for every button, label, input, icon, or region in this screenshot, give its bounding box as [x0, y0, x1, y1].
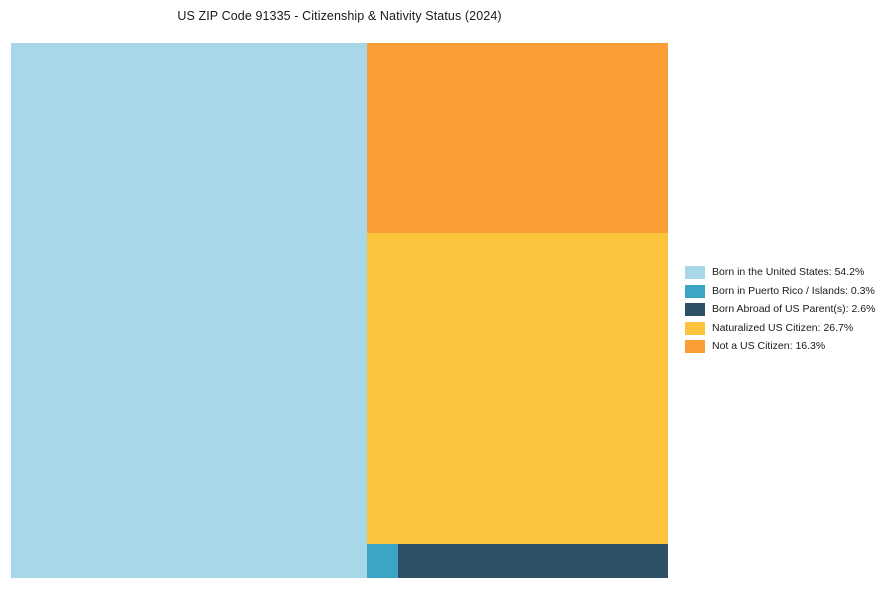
- legend-swatch: [685, 340, 705, 353]
- treemap-segment-born-in-us[interactable]: [11, 43, 367, 578]
- treemap-right-column: [366, 43, 668, 578]
- treemap-segment-naturalized-us-citizen[interactable]: [366, 232, 668, 545]
- treemap-chart: [11, 43, 668, 578]
- legend-label: Born Abroad of US Parent(s): 2.6%: [712, 303, 876, 315]
- legend-item[interactable]: Naturalized US Citizen: 26.7%: [685, 321, 875, 335]
- legend-item[interactable]: Born Abroad of US Parent(s): 2.6%: [685, 303, 875, 316]
- legend: Born in the United States: 54.2% Born in …: [685, 266, 875, 353]
- legend-item[interactable]: Born in Puerto Rico / Islands: 0.3%: [685, 284, 875, 298]
- legend-swatch: [685, 303, 705, 316]
- legend-label: Not a US Citizen: 16.3%: [712, 340, 826, 352]
- treemap-segment-not-a-us-citizen[interactable]: [366, 43, 668, 233]
- legend-swatch: [685, 266, 705, 279]
- legend-label: Born in Puerto Rico / Islands: 0.3%: [712, 284, 875, 297]
- legend-swatch: [685, 284, 705, 298]
- legend-label: Born in the United States: 54.2%: [712, 266, 865, 278]
- legend-item[interactable]: Not a US Citizen: 16.3%: [685, 340, 875, 353]
- chart-title: US ZIP Code 91335 - Citizenship & Nativi…: [177, 9, 502, 23]
- treemap-segment-born-abroad-of-us-parents[interactable]: [397, 544, 668, 578]
- legend-swatch: [685, 321, 705, 335]
- treemap-segment-born-in-puerto-rico-islands[interactable]: [366, 544, 398, 578]
- treemap-bottom-row: [366, 544, 668, 578]
- legend-item[interactable]: Born in the United States: 54.2%: [685, 266, 875, 279]
- legend-label: Naturalized US Citizen: 26.7%: [712, 321, 854, 334]
